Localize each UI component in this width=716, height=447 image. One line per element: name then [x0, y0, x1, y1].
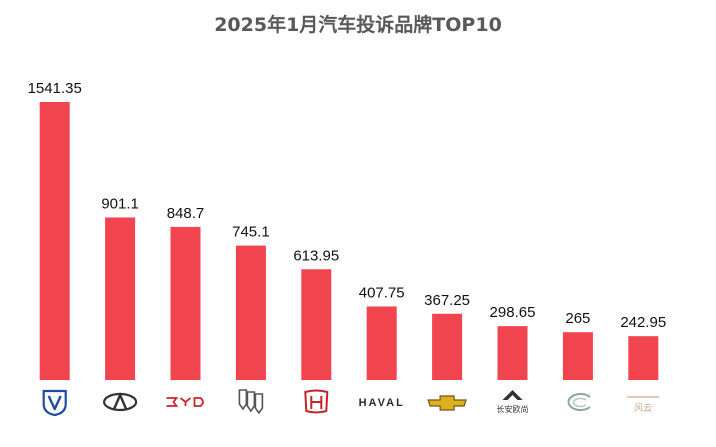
- bar-honda: [301, 269, 332, 380]
- chart-title: 2025年1月汽车投诉品牌TOP10: [214, 14, 502, 36]
- bar-haval: [366, 306, 397, 380]
- byd-logo: [166, 397, 204, 407]
- buick-logo: [238, 389, 264, 415]
- chery-fulwin-logo: 风云: [627, 396, 660, 414]
- geely-galaxy-logo: [567, 393, 591, 411]
- data-label: 407.75: [359, 284, 405, 301]
- data-label: 901.1: [101, 195, 139, 212]
- data-label: 848.7: [167, 205, 205, 222]
- bar-geely-galaxy: [562, 332, 593, 380]
- bar-changan-oushang: [497, 326, 528, 380]
- bar-chery-fulwin: [628, 336, 659, 380]
- data-label: 242.95: [620, 314, 666, 331]
- haval-logo: HAVAL: [359, 397, 405, 409]
- data-label: 367.25: [424, 292, 470, 309]
- changan-logo: [42, 389, 67, 417]
- bar-buick: [235, 245, 266, 380]
- chery-logo: [102, 391, 138, 412]
- data-label: 298.65: [490, 304, 536, 321]
- bar-chevrolet: [432, 313, 463, 380]
- bar-changan: [39, 102, 70, 380]
- changan-oushang-logo: 长安欧尚: [497, 390, 529, 414]
- chevrolet-logo: [427, 395, 467, 411]
- svg-text:风云: 风云: [634, 403, 652, 414]
- data-label: 1541.35: [28, 80, 82, 97]
- data-label: 265: [565, 310, 590, 327]
- svg-text:长安欧尚: 长安欧尚: [497, 404, 529, 414]
- data-label: 613.95: [293, 247, 339, 264]
- data-label: 745.1: [232, 224, 270, 241]
- svg-text:HAVAL: HAVAL: [359, 397, 405, 409]
- bar-chery: [105, 217, 136, 380]
- bar-byd: [170, 226, 201, 380]
- honda-logo: [304, 389, 329, 414]
